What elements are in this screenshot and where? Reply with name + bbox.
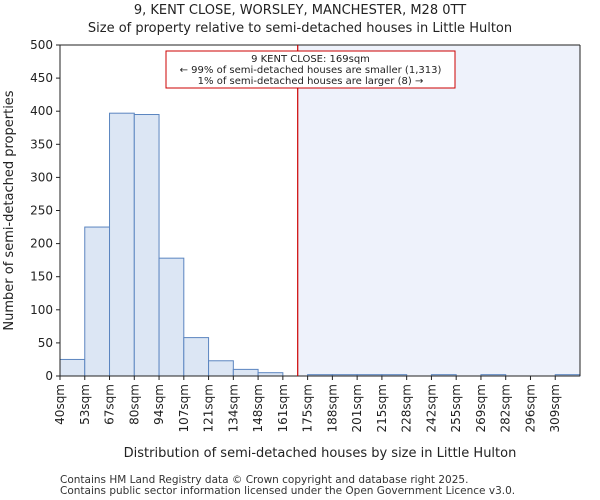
x-tick-label-201sqm: 201sqm (350, 384, 364, 432)
y-tick-label-400: 400 (30, 104, 53, 118)
x-tick-label-188sqm: 188sqm (325, 384, 339, 432)
y-tick-label-50: 50 (38, 336, 53, 350)
bar-107sqm (183, 337, 210, 377)
footer-copyright: Contains HM Land Registry data © Crown c… (60, 474, 469, 486)
annotation-box (165, 50, 456, 89)
chart-title: 9, KENT CLOSE, WORSLEY, MANCHESTER, M28 … (133, 3, 467, 18)
bar-53sqm (84, 226, 111, 377)
x-tick-label-242sqm: 242sqm (424, 384, 438, 432)
bar-40sqm (59, 358, 86, 377)
x-tick-label-67sqm: 67sqm (103, 384, 117, 425)
annotation-line-2: ← 99% of semi-detached houses are smalle… (180, 65, 442, 76)
x-tick-label-282sqm: 282sqm (499, 384, 513, 432)
x-tick-label-255sqm: 255sqm (449, 384, 463, 432)
x-tick-label-148sqm: 148sqm (251, 384, 265, 432)
histogram-chart: 9 KENT CLOSE: 169sqm← 99% of semi-detach… (2, 38, 581, 461)
bar-94sqm (158, 257, 185, 377)
x-tick-label-80sqm: 80sqm (127, 384, 141, 425)
x-tick-label-121sqm: 121sqm (202, 384, 216, 432)
annotation-line-1: 9 KENT CLOSE: 169sqm (251, 54, 370, 65)
x-tick-label-40sqm: 40sqm (53, 384, 67, 425)
x-tick-label-134sqm: 134sqm (226, 384, 240, 432)
bar-80sqm (133, 114, 160, 377)
annotation-line-3: 1% of semi-detached houses are larger (8… (198, 76, 424, 87)
x-tick-label-53sqm: 53sqm (78, 384, 92, 425)
y-tick-label-250: 250 (30, 204, 53, 218)
y-axis-label: Number of semi-detached properties (2, 90, 17, 330)
y-tick-label-100: 100 (30, 303, 53, 317)
y-tick-label-0: 0 (45, 369, 53, 383)
x-tick-label-175sqm: 175sqm (301, 384, 315, 432)
bar-134sqm (232, 368, 259, 377)
y-tick-label-500: 500 (30, 38, 53, 52)
bar-67sqm (109, 112, 135, 377)
x-axis-label: Distribution of semi-detached houses by … (124, 446, 517, 461)
x-tick-label-94sqm: 94sqm (152, 384, 166, 425)
y-tick-label-300: 300 (30, 170, 53, 184)
y-tick-label-200: 200 (30, 237, 53, 251)
x-tick-label-269sqm: 269sqm (474, 384, 488, 432)
chart-subtitle: Size of property relative to semi-detach… (87, 21, 513, 36)
x-tick-label-107sqm: 107sqm (177, 384, 191, 432)
footer-licence: Contains public sector information licen… (60, 485, 516, 497)
x-tick-label-215sqm: 215sqm (375, 384, 389, 432)
x-tick-label-228sqm: 228sqm (400, 384, 414, 432)
x-tick-label-296sqm: 296sqm (523, 384, 537, 432)
y-tick-label-350: 350 (30, 137, 53, 151)
y-tick-label-450: 450 (30, 71, 53, 85)
x-tick-label-309sqm: 309sqm (548, 384, 562, 432)
x-tick-label-161sqm: 161sqm (276, 384, 290, 432)
highlight-region (297, 45, 580, 376)
y-tick-label-150: 150 (30, 270, 53, 284)
bar-121sqm (208, 360, 234, 377)
